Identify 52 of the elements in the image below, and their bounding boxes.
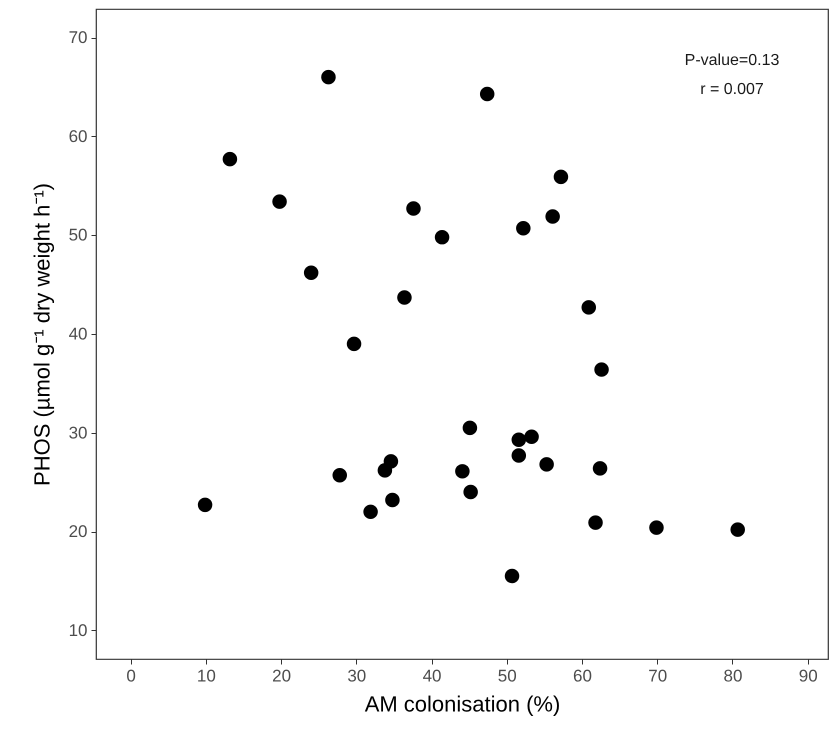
point (480, 86, 494, 102)
point (321, 70, 336, 84)
y-tick-label: 20 (68, 522, 88, 542)
point (504, 568, 520, 584)
point (332, 468, 347, 482)
point (516, 221, 531, 236)
y-tick-label: 70 (68, 28, 88, 48)
x-tick-label: 70 (648, 666, 668, 686)
x-tick-label: 40 (422, 666, 442, 686)
point (363, 504, 378, 520)
point (385, 492, 400, 508)
point (588, 515, 603, 530)
point (222, 152, 238, 166)
x-tick-label: 90 (798, 666, 818, 686)
point (649, 520, 664, 535)
point (434, 230, 450, 244)
point (592, 461, 608, 476)
point (198, 498, 212, 512)
point (582, 300, 596, 315)
point (730, 522, 745, 537)
point (406, 201, 421, 216)
annotation: r = 0.007 (700, 81, 764, 98)
point (455, 464, 470, 479)
point (463, 484, 478, 500)
point (524, 430, 539, 444)
point (397, 290, 412, 305)
x-tick-label: 20 (272, 666, 292, 686)
point (384, 454, 398, 469)
x-axis-title: AM colonisation (%) (364, 692, 560, 716)
point (272, 194, 287, 209)
point (512, 432, 526, 447)
point (554, 170, 568, 184)
y-tick-label: 30 (68, 423, 88, 442)
y-tick-label: 10 (68, 620, 88, 640)
x-tick-label: 30 (347, 666, 366, 686)
point (512, 448, 526, 463)
point (594, 362, 609, 377)
x-tick-label: 10 (196, 666, 216, 686)
x-tick-label: 50 (498, 666, 517, 686)
point (304, 266, 318, 280)
point (545, 209, 560, 224)
x-tick-label: 80 (723, 666, 742, 686)
y-axis-title: PHOS (µmol g⁻¹ dry weight h⁻¹) (30, 183, 55, 486)
x-tick-label: 0 (126, 666, 136, 686)
y-tick-label: 60 (68, 126, 88, 146)
point (346, 336, 362, 352)
annotation: P-value=0.13 (684, 52, 780, 69)
point (539, 457, 554, 472)
x-tick-label: 60 (573, 666, 592, 686)
y-tick-label: 50 (68, 226, 88, 245)
y-tick-label: 40 (68, 324, 88, 344)
point (462, 420, 478, 436)
